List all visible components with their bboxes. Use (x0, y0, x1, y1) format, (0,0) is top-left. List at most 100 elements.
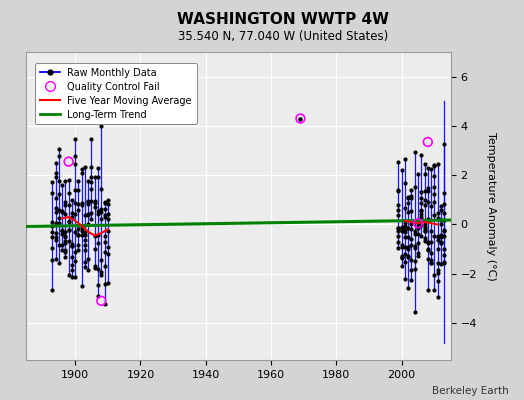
Point (91, 233, 99, 240)
Point (407, 208, 416, 214)
Point (394, 233, 402, 239)
Point (58, 247, 67, 254)
Point (423, 184, 432, 191)
Point (414, 250, 422, 256)
Point (404, 252, 412, 259)
Point (74, 178, 83, 185)
Point (101, 300, 109, 307)
Point (407, 257, 416, 264)
Point (48, 178, 57, 185)
Point (401, 234, 409, 240)
Point (101, 239, 109, 246)
Point (74, 242, 83, 249)
Point (407, 186, 416, 193)
Point (68, 242, 76, 249)
Point (68, 214, 76, 220)
Point (58, 242, 67, 248)
Point (54, 178, 63, 184)
Point (398, 242, 406, 248)
Point (417, 195, 425, 202)
Y-axis label: Temperature Anomaly (°C): Temperature Anomaly (°C) (486, 132, 496, 280)
Point (91, 198, 99, 204)
Point (64, 226, 73, 233)
Point (407, 195, 416, 201)
Point (414, 171, 422, 178)
Point (64, 201, 73, 208)
Point (61, 246, 70, 253)
Point (398, 225, 406, 231)
Point (427, 260, 435, 266)
Point (401, 180, 409, 186)
Point (48, 287, 57, 294)
Point (51, 237, 60, 244)
Point (51, 233, 60, 240)
Point (423, 287, 432, 293)
Point (61, 249, 70, 256)
Point (91, 200, 99, 206)
Point (71, 187, 79, 194)
Text: WASHINGTON WWTP 4W: WASHINGTON WWTP 4W (177, 12, 389, 27)
Point (68, 262, 76, 268)
Point (74, 187, 83, 194)
Point (101, 198, 109, 205)
Point (71, 273, 79, 280)
Point (58, 209, 67, 215)
Point (61, 240, 70, 246)
Point (58, 227, 67, 233)
Point (78, 228, 86, 234)
Point (394, 212, 402, 218)
Point (68, 267, 76, 273)
Point (61, 202, 70, 208)
Point (394, 245, 402, 251)
Point (84, 212, 92, 218)
Point (440, 140, 449, 147)
Text: 35.540 N, 77.040 W (United States): 35.540 N, 77.040 W (United States) (178, 30, 388, 43)
Point (394, 224, 402, 231)
Point (94, 232, 102, 238)
Point (71, 161, 79, 168)
Point (404, 254, 412, 260)
Point (430, 199, 439, 205)
Point (88, 216, 96, 222)
Point (430, 287, 439, 294)
Point (398, 255, 406, 261)
Legend: Raw Monthly Data, Quality Control Fail, Five Year Moving Average, Long-Term Tren: Raw Monthly Data, Quality Control Fail, … (35, 63, 196, 124)
Point (48, 219, 57, 226)
Point (68, 210, 76, 216)
Point (394, 207, 402, 213)
Point (84, 256, 92, 262)
Point (417, 206, 425, 213)
Point (433, 293, 442, 300)
Point (61, 229, 70, 235)
Point (436, 232, 445, 239)
Point (74, 222, 83, 228)
Point (97, 209, 105, 215)
Point (420, 226, 429, 232)
Point (81, 247, 89, 254)
Point (64, 218, 73, 225)
Point (440, 227, 449, 234)
Point (81, 264, 89, 270)
Point (398, 252, 406, 259)
Point (423, 256, 432, 262)
Point (398, 226, 406, 233)
Point (104, 251, 112, 257)
Point (436, 221, 445, 227)
Point (54, 190, 63, 197)
Point (430, 162, 439, 168)
Point (401, 259, 409, 266)
Point (430, 272, 439, 278)
Point (94, 208, 102, 214)
Point (401, 156, 409, 162)
Point (94, 165, 102, 171)
Point (398, 244, 406, 250)
Text: Berkeley Earth: Berkeley Earth (432, 386, 508, 396)
Point (410, 308, 419, 315)
Point (427, 166, 435, 172)
Point (404, 246, 412, 252)
Point (410, 258, 419, 264)
Point (427, 250, 435, 256)
Point (48, 234, 57, 241)
Point (401, 228, 409, 235)
Point (51, 220, 60, 226)
